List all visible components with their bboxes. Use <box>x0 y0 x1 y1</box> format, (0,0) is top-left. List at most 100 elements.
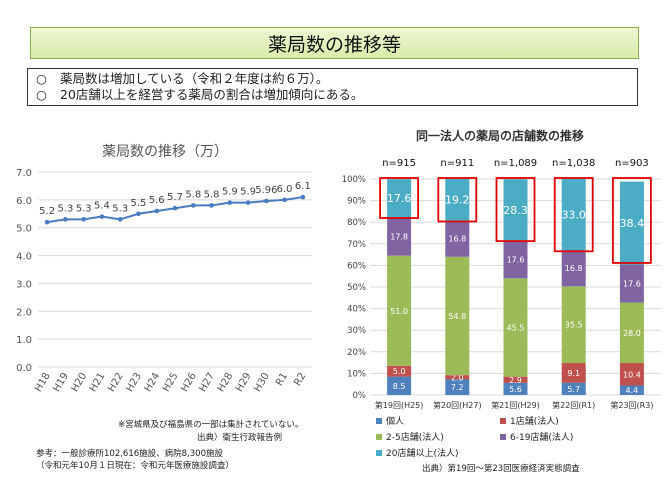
bar-value-label: 28.3 <box>503 204 528 217</box>
data-label: 5.6 <box>149 195 165 206</box>
bar-segment <box>387 376 412 395</box>
bar-value-label: 5.6 <box>509 385 522 394</box>
legend-label: 6-19店舗(法人) <box>510 431 573 443</box>
summary-bullet-2: ○ 20店舗以上を経営する薬局の割合は増加傾向にある。 <box>36 87 637 103</box>
bar-segment <box>561 178 586 251</box>
data-label: 5.4 <box>94 201 110 212</box>
bar-segment <box>387 179 412 218</box>
bullet-mark: ○ <box>36 71 47 86</box>
data-point <box>209 203 214 208</box>
y-tick-label: 4.0 <box>16 252 32 263</box>
bar-segment <box>619 385 644 395</box>
data-label: 5.7 <box>167 192 183 203</box>
y-tick-label: 3.0 <box>16 279 32 290</box>
bar-value-label: 5.0 <box>393 367 406 376</box>
bar-segment <box>503 240 528 279</box>
sample-size-label: n=915 <box>382 158 416 169</box>
bar-segment <box>503 278 528 377</box>
y-tick-label: 1.0 <box>16 335 32 346</box>
bar-segment <box>445 179 470 221</box>
legend-swatch <box>376 418 382 424</box>
bar-value-label: 9.1 <box>567 369 580 378</box>
bar-segment <box>503 382 528 395</box>
data-point <box>154 208 160 214</box>
data-label: 5.8 <box>185 189 201 200</box>
bar-value-label: 2.9 <box>509 376 522 385</box>
summary-bullet-1: ○ 薬局数は増加している（令和２年度は約６万）。 <box>36 71 637 87</box>
highlight-box <box>495 177 536 243</box>
bar-segment <box>561 382 586 395</box>
bar-value-label: 54.8 <box>448 312 466 321</box>
y-tick-label: 80% <box>347 218 366 228</box>
x-tick-label: 第23回(R3) <box>610 400 653 410</box>
bar-segment <box>445 256 470 376</box>
y-tick-label: 70% <box>347 240 366 250</box>
data-label: 5.3 <box>112 203 128 214</box>
bar-segment <box>503 179 528 241</box>
data-label: 5.96 <box>255 185 277 196</box>
data-point <box>63 217 68 222</box>
y-tick-label: 90% <box>347 197 366 207</box>
y-tick-label: 7.0 <box>16 168 32 179</box>
bar-segment <box>445 220 470 257</box>
bar-segment <box>387 365 412 377</box>
survey-note: ※宮城県及び福島県の一部は集計されていない。 <box>118 420 304 430</box>
bar-value-label: 17.6 <box>387 192 412 205</box>
bar-value-label: 5.7 <box>567 385 580 394</box>
summary-text-1: 薬局数は増加している（令和２年度は約６万）。 <box>60 71 329 86</box>
data-label: 5.2 <box>39 206 55 217</box>
bullet-mark: ○ <box>36 87 47 102</box>
highlight-box <box>612 177 652 264</box>
summary-box: ○ 薬局数は増加している（令和２年度は約６万）。 ○ 20店舗以上を経営する薬局の割… <box>27 68 638 106</box>
page-title: 薬局数の推移等 <box>30 27 639 59</box>
highlight-box <box>379 177 420 219</box>
bar-value-label: 16.8 <box>565 264 583 273</box>
bar-value-label: 28.0 <box>623 329 641 338</box>
data-point <box>227 200 233 205</box>
y-tick-label: 6.0 <box>16 196 32 207</box>
bar-value-label: 45.5 <box>507 324 525 333</box>
legend-label: 2-5店舗(法人) <box>386 431 444 443</box>
data-point <box>172 205 178 211</box>
left-source: 出典）衛生行政報告例 <box>197 433 283 443</box>
y-tick-label: 50% <box>347 283 366 293</box>
data-label: 5.9 <box>222 187 238 198</box>
bar-segment <box>561 286 586 364</box>
x-tick-label: 第21回(H29) <box>491 400 540 410</box>
bar-value-label: 10.4 <box>623 370 641 379</box>
legend-label: 個人 <box>386 415 404 427</box>
y-tick-label: 5.0 <box>16 224 32 235</box>
bar-segment <box>619 363 644 386</box>
data-point <box>264 198 269 204</box>
sample-size-label: n=903 <box>615 158 649 169</box>
data-point <box>190 203 196 208</box>
legend-swatch <box>376 434 382 440</box>
right-source: 出典）第19回～第23回医療経済実態調査 <box>422 464 580 474</box>
data-point <box>81 217 86 222</box>
data-label: 5.9 <box>240 187 256 198</box>
y-tick-label: 10% <box>347 369 366 379</box>
bar-value-label: 2.0 <box>451 373 464 382</box>
bar-value-label: 35.5 <box>565 321 583 330</box>
bar-segment <box>619 264 644 303</box>
bar-chart-title: 同一法人の薬局の店舗数の推移 <box>416 128 584 143</box>
y-tick-label: 0% <box>353 391 367 401</box>
bar-value-label: 7.2 <box>451 383 464 392</box>
bar-value-label: 17.6 <box>623 280 641 289</box>
data-point <box>44 219 50 225</box>
data-point <box>282 197 287 203</box>
y-tick-label: 0.0 <box>16 363 32 374</box>
highlight-box <box>437 177 478 223</box>
sample-size-label: n=1,089 <box>494 158 537 169</box>
y-tick-label: 30% <box>347 326 366 336</box>
legend-swatch <box>500 418 506 424</box>
reference-note-1: 参考：一般診療所102,616施設、病院8,300施設 <box>36 449 223 459</box>
bar-value-label: 19.2 <box>445 194 470 207</box>
data-point <box>245 200 251 205</box>
x-tick-label: 第19回(H25) <box>375 400 424 410</box>
bar-value-label: 17.8 <box>390 232 408 241</box>
y-tick-label: 40% <box>347 305 366 315</box>
bar-segment <box>561 250 586 287</box>
